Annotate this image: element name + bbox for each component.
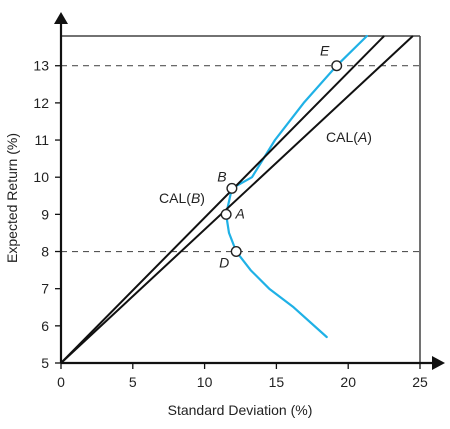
x-tick-label-5: 5: [129, 374, 137, 390]
y-tick-label-9: 9: [41, 206, 49, 222]
point-b-label: B: [217, 168, 226, 184]
x-tick-label-10: 10: [197, 374, 213, 390]
x-axis-arrow-icon: [432, 356, 445, 370]
point-e-label: E: [320, 43, 330, 59]
y-tick-label-8: 8: [41, 244, 49, 260]
y-tick-label-13: 13: [33, 58, 49, 74]
point-d-label: D: [219, 255, 229, 271]
y-tick-label-10: 10: [33, 169, 49, 185]
y-axis-title: Expected Return (%): [4, 133, 20, 263]
series-layer: CAL(A) CAL(B): [60, 34, 414, 364]
cal-label-a: CAL(A): [326, 129, 372, 145]
x-tick-label-20: 20: [340, 374, 356, 390]
y-tick-label-6: 6: [41, 318, 49, 334]
y-axis-arrow-icon: [54, 12, 68, 24]
x-axis-title: Standard Deviation (%): [168, 402, 313, 418]
cal-line-a: [60, 35, 414, 364]
point-a-marker: [220, 208, 232, 220]
x-tick-label-0: 0: [57, 374, 65, 390]
cal-label-b: CAL(B): [159, 190, 205, 206]
point-d-marker: [230, 246, 242, 258]
point-a-label: A: [234, 205, 244, 221]
axis-titles: Standard Deviation (%) Expected Return (…: [4, 133, 312, 418]
cal-line-b: [60, 35, 385, 364]
y-tick-label-7: 7: [41, 281, 49, 297]
plot-border: [61, 35, 421, 363]
y-tick-label-11: 11: [34, 132, 49, 148]
y-tick-label-12: 12: [33, 95, 49, 111]
x-tick-label-25: 25: [412, 374, 428, 390]
y-tick-label-5: 5: [41, 355, 49, 371]
point-e-marker: [331, 60, 343, 72]
x-tick-label-15: 15: [269, 374, 285, 390]
point-b-marker: [226, 182, 238, 194]
axes: [54, 12, 445, 370]
portfolio-points: E B A D: [217, 43, 343, 271]
